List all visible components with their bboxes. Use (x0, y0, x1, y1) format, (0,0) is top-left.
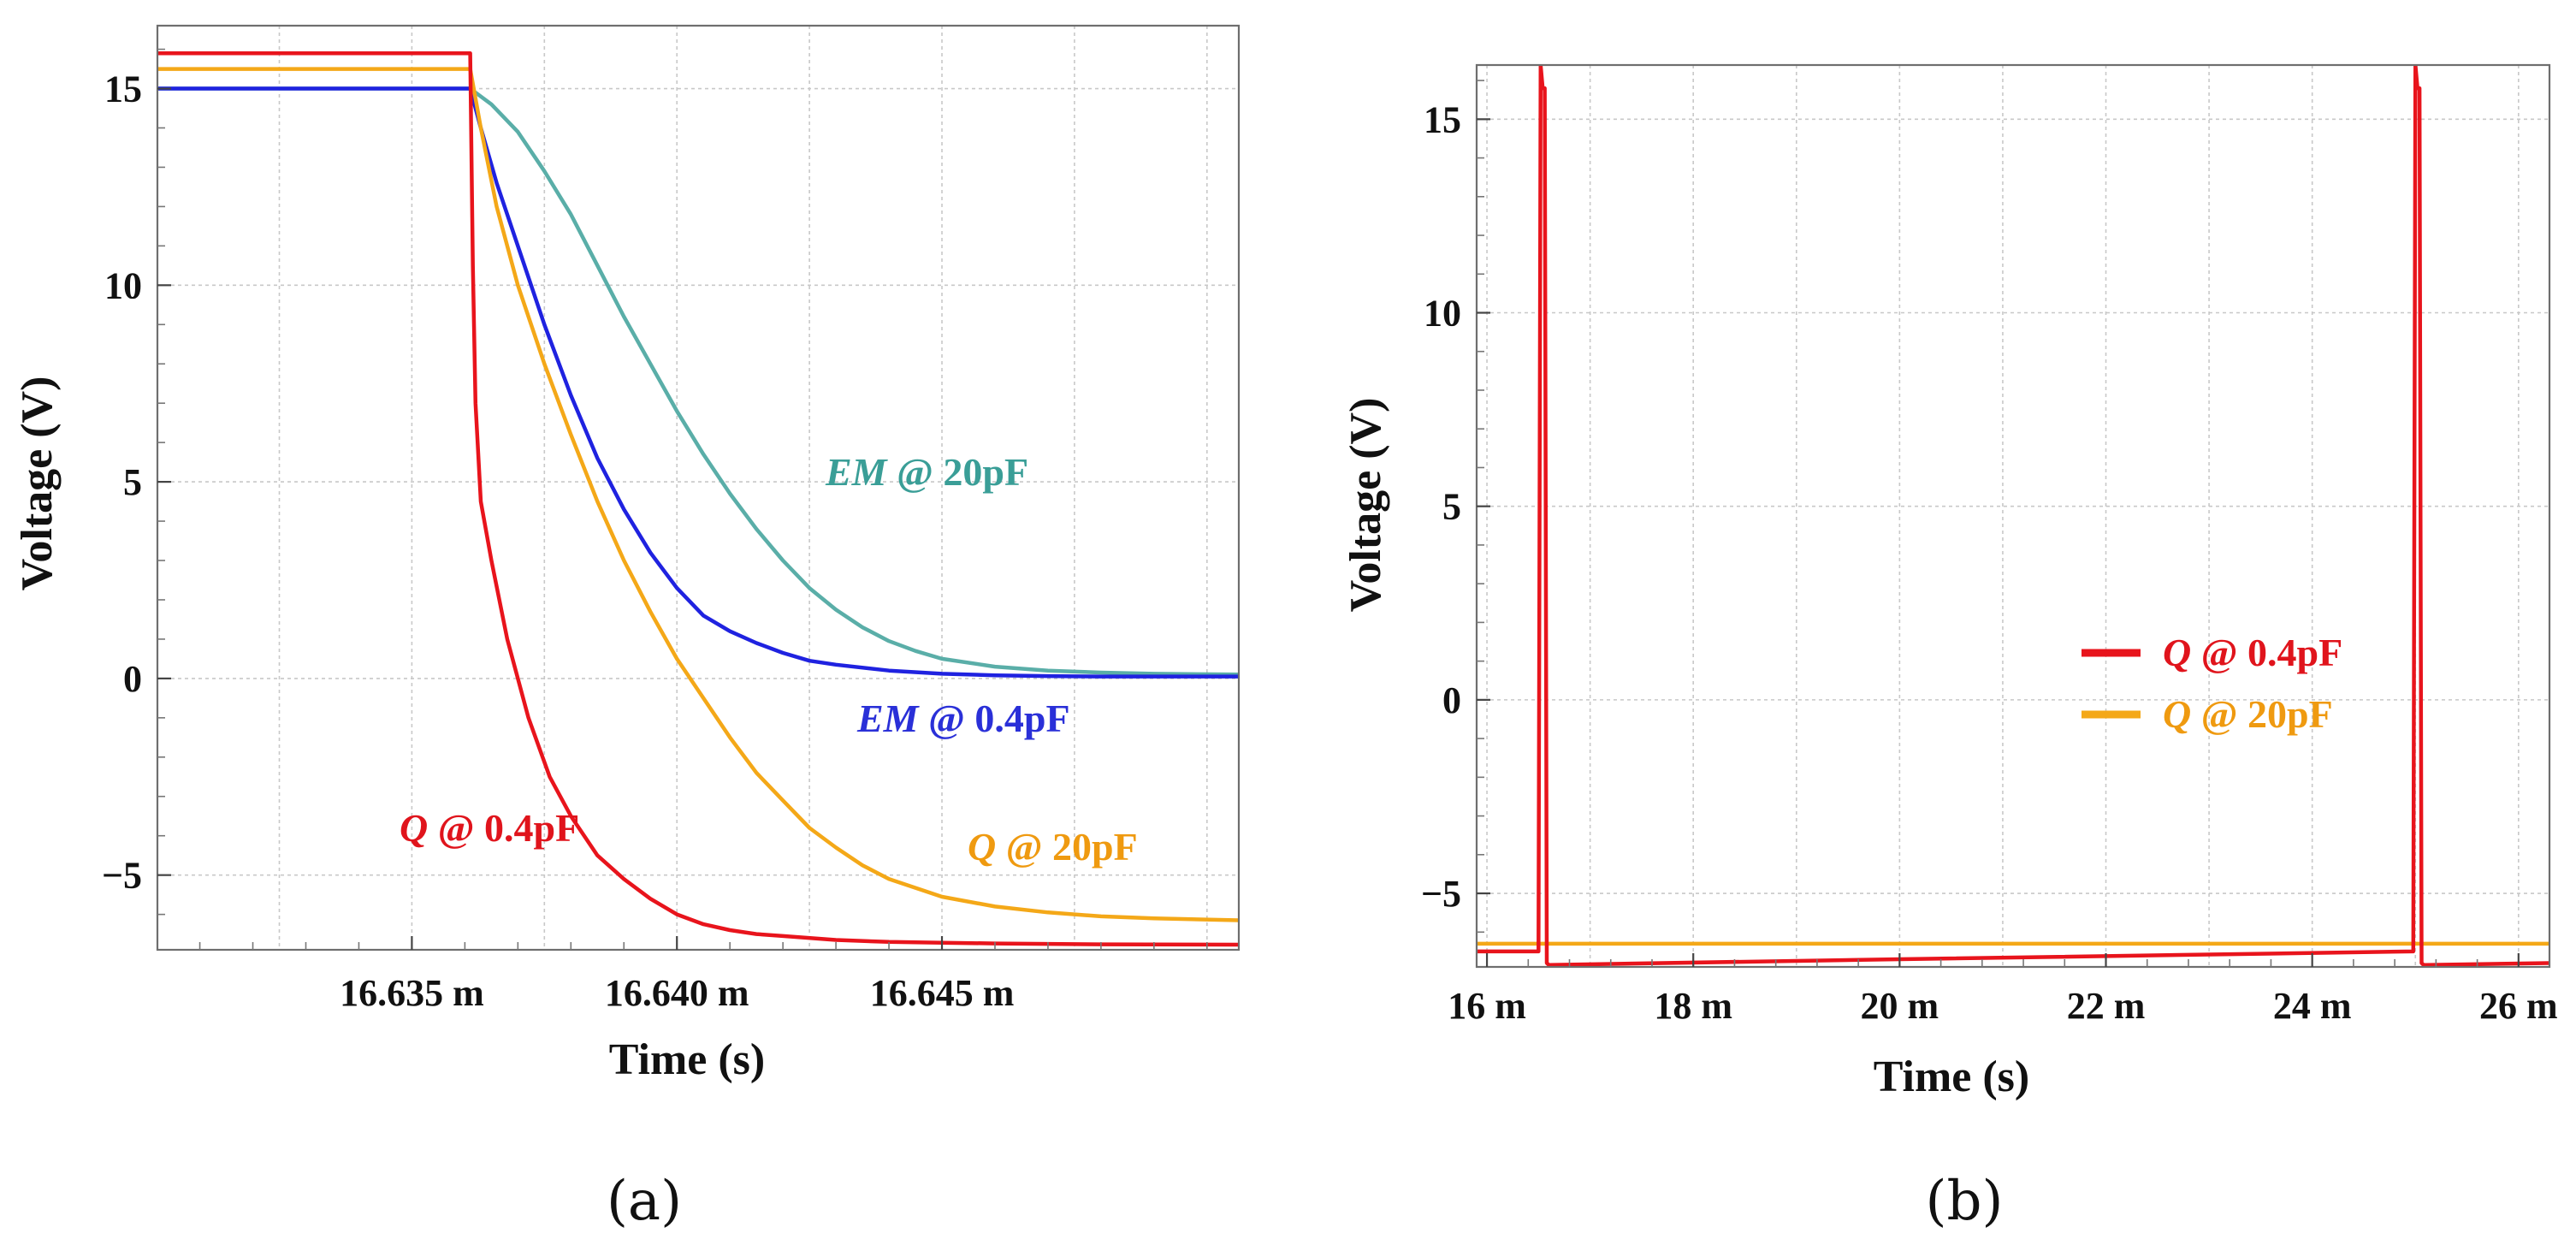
annotation-q-0.4pf: Q @ 0.4pF (400, 806, 579, 850)
b-x-tick-label: 22 m (2067, 985, 2146, 1027)
b-x-tick-label: 16 m (1448, 985, 1526, 1027)
b-series-line-q-0.4pf (1477, 65, 2549, 967)
annotation-em-20pf: EM @ 20pF (825, 450, 1028, 494)
legend-label-q-0.4pf: Q @ 0.4pF (2163, 631, 2342, 674)
b-x-tick-label: 18 m (1654, 985, 1732, 1027)
panel-a-series (157, 50, 1239, 947)
b-y-tick-label: 15 (1424, 98, 1461, 140)
a-series-line-em-0.4pf (157, 86, 1239, 679)
panel-a-plot-frame (156, 24, 1241, 952)
panel-b-chart: 16 m 18 m 20 m 22 m 24 m 26 m 15 10 5 0 −5 Time (s… (1341, 63, 2558, 1233)
panel-b-grid (1477, 65, 2549, 967)
panel-a-x-axis-title: Time (s) (609, 1035, 765, 1084)
panel-b-plot-frame (1475, 63, 2551, 969)
b-y-tick-label: 5 (1442, 486, 1461, 528)
b-x-tick-label: 24 m (2273, 985, 2352, 1027)
a-x-tick-label: 16.640 m (605, 972, 749, 1014)
panel-a-ticks (157, 48, 1208, 950)
b-y-tick-label: 0 (1442, 679, 1461, 721)
panel-a-y-axis-title: Voltage (V) (13, 376, 62, 591)
panel-b-x-axis-title: Time (s) (1874, 1052, 2029, 1101)
a-x-tick-label: 16.635 m (340, 972, 484, 1014)
b-y-tick-label: −5 (1421, 873, 1461, 915)
a-y-tick-label: 15 (104, 68, 142, 110)
a-y-tick-label: −5 (102, 855, 142, 897)
a-series-line-em-20pf (157, 86, 1239, 677)
annotation-em-0.4pf: EM @ 0.4pF (856, 697, 1070, 740)
panel-b-ticks (1477, 80, 2520, 967)
legend-label-q-20pf: Q @ 20pF (2163, 692, 2333, 736)
panel-a-grid (157, 26, 1239, 950)
a-y-tick-label: 5 (123, 461, 142, 503)
b-x-tick-label: 20 m (1861, 985, 1939, 1027)
panel-b-tick-labels: 16 m 18 m 20 m 22 m 24 m 26 m 15 10 5 0 −5 (1421, 98, 2558, 1027)
a-series-line-q-20pf (157, 67, 1239, 922)
a-x-tick-label: 16.645 m (870, 972, 1015, 1014)
panel-b-y-axis-title: Voltage (V) (1341, 398, 1390, 613)
a-series-line-q-0.4pf (157, 50, 1239, 947)
panel-a-label: (a) (607, 1170, 682, 1233)
a-y-tick-label: 0 (123, 658, 142, 700)
panel-b-legend: Q @ 0.4pF Q @ 20pF (2082, 631, 2342, 736)
panel-a-chart: 16.635 m 16.640 m 16.645 m 15 10 5 0 −5 Time (s… (13, 24, 1241, 1233)
b-y-tick-label: 10 (1424, 293, 1461, 335)
panel-a-tick-labels: 16.635 m 16.640 m 16.645 m 15 10 5 0 −5 (102, 68, 1014, 1014)
a-y-tick-label: 10 (104, 264, 142, 306)
b-x-tick-label: 26 m (2479, 985, 2558, 1027)
panel-b-label: (b) (1926, 1170, 2004, 1233)
panel-b-series (1477, 65, 2549, 967)
annotation-q-20pf: Q @ 20pF (968, 825, 1138, 869)
